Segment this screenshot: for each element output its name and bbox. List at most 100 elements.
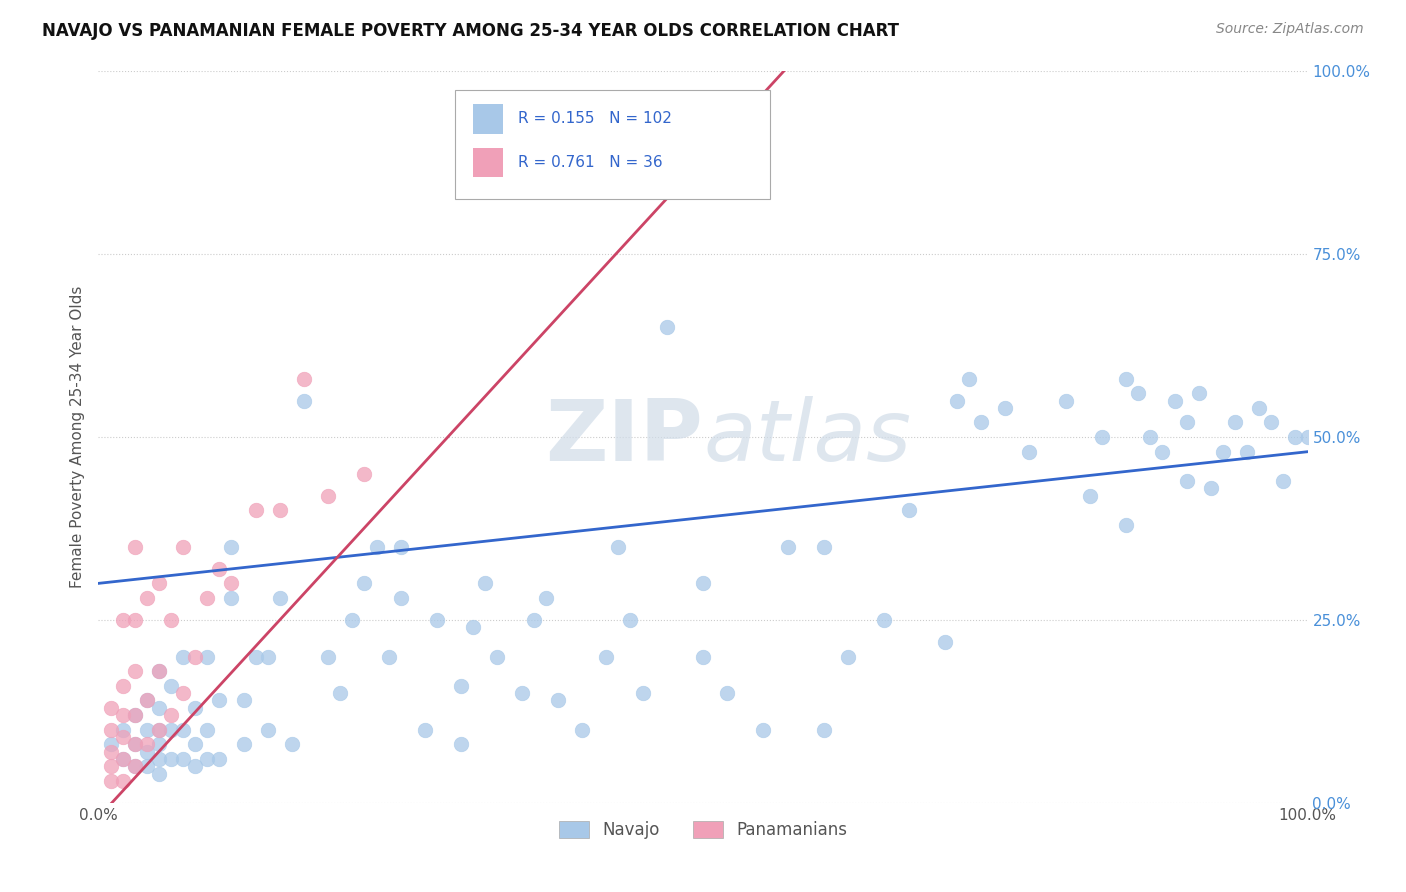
Point [813,540,835,554]
Point [510,686,533,700]
Point [934,635,956,649]
Point [413,723,436,737]
Point [100,759,122,773]
Point [148,664,170,678]
Point [1152,444,1174,458]
Point [595,649,617,664]
Point [124,664,146,678]
Point [450,679,472,693]
Point [148,664,170,678]
FancyBboxPatch shape [474,104,503,134]
Point [994,401,1017,415]
Point [135,745,157,759]
Point [111,752,134,766]
Point [1115,517,1137,532]
Point [111,730,134,744]
Point [1139,430,1161,444]
Point [195,723,218,737]
Point [353,576,375,591]
Point [534,591,557,605]
Point [124,540,146,554]
Point [124,737,146,751]
Point [135,759,157,773]
Point [135,693,157,707]
Point [100,723,122,737]
Point [148,723,170,737]
Point [245,503,267,517]
Legend: Navajo, Panamanians: Navajo, Panamanians [553,814,853,846]
Point [256,649,278,664]
Point [1175,474,1198,488]
Point [692,576,714,591]
Point [195,752,218,766]
Point [111,613,134,627]
Point [172,540,194,554]
Point [221,540,243,554]
Point [269,503,291,517]
Text: atlas: atlas [703,395,911,479]
Point [184,759,207,773]
Point [111,708,134,723]
Point [148,576,170,591]
Point [245,649,267,664]
Point [292,371,315,385]
Point [221,576,243,591]
Point [135,723,157,737]
Point [1212,444,1234,458]
Point [474,576,496,591]
Point [148,723,170,737]
Point [232,693,254,707]
Point [100,773,122,788]
Point [1199,481,1222,495]
Point [957,371,980,385]
Point [160,679,183,693]
Point [1175,416,1198,430]
Text: NAVAJO VS PANAMANIAN FEMALE POVERTY AMONG 25-34 YEAR OLDS CORRELATION CHART: NAVAJO VS PANAMANIAN FEMALE POVERTY AMON… [42,22,900,40]
Point [135,693,157,707]
Point [269,591,291,605]
Point [366,540,388,554]
Point [1249,401,1271,415]
Point [184,700,207,714]
Text: ZIP: ZIP [546,395,703,479]
Point [1188,386,1211,401]
Point [100,737,122,751]
Point [463,620,485,634]
Point [1078,489,1101,503]
Point [716,686,738,700]
Point [377,649,399,664]
Point [281,737,304,751]
Point [111,752,134,766]
Point [124,708,146,723]
Point [547,693,569,707]
Point [607,540,630,554]
Point [426,613,449,627]
Point [124,759,146,773]
Point [221,591,243,605]
Point [232,737,254,751]
Point [148,700,170,714]
Point [160,752,183,766]
Point [184,649,207,664]
Point [111,679,134,693]
Text: R = 0.761   N = 36: R = 0.761 N = 36 [517,155,662,170]
Point [256,723,278,737]
Point [631,686,654,700]
Point [450,737,472,751]
FancyBboxPatch shape [456,90,769,200]
Point [619,613,641,627]
Point [160,723,183,737]
Point [1223,416,1246,430]
Point [342,613,364,627]
Point [135,737,157,751]
Point [1296,430,1319,444]
Point [195,591,218,605]
Point [389,540,412,554]
Point [1163,393,1185,408]
Point [873,613,896,627]
Point [124,737,146,751]
Point [1054,393,1077,408]
Point [208,693,231,707]
Text: R = 0.155   N = 102: R = 0.155 N = 102 [517,112,672,127]
Point [160,613,183,627]
